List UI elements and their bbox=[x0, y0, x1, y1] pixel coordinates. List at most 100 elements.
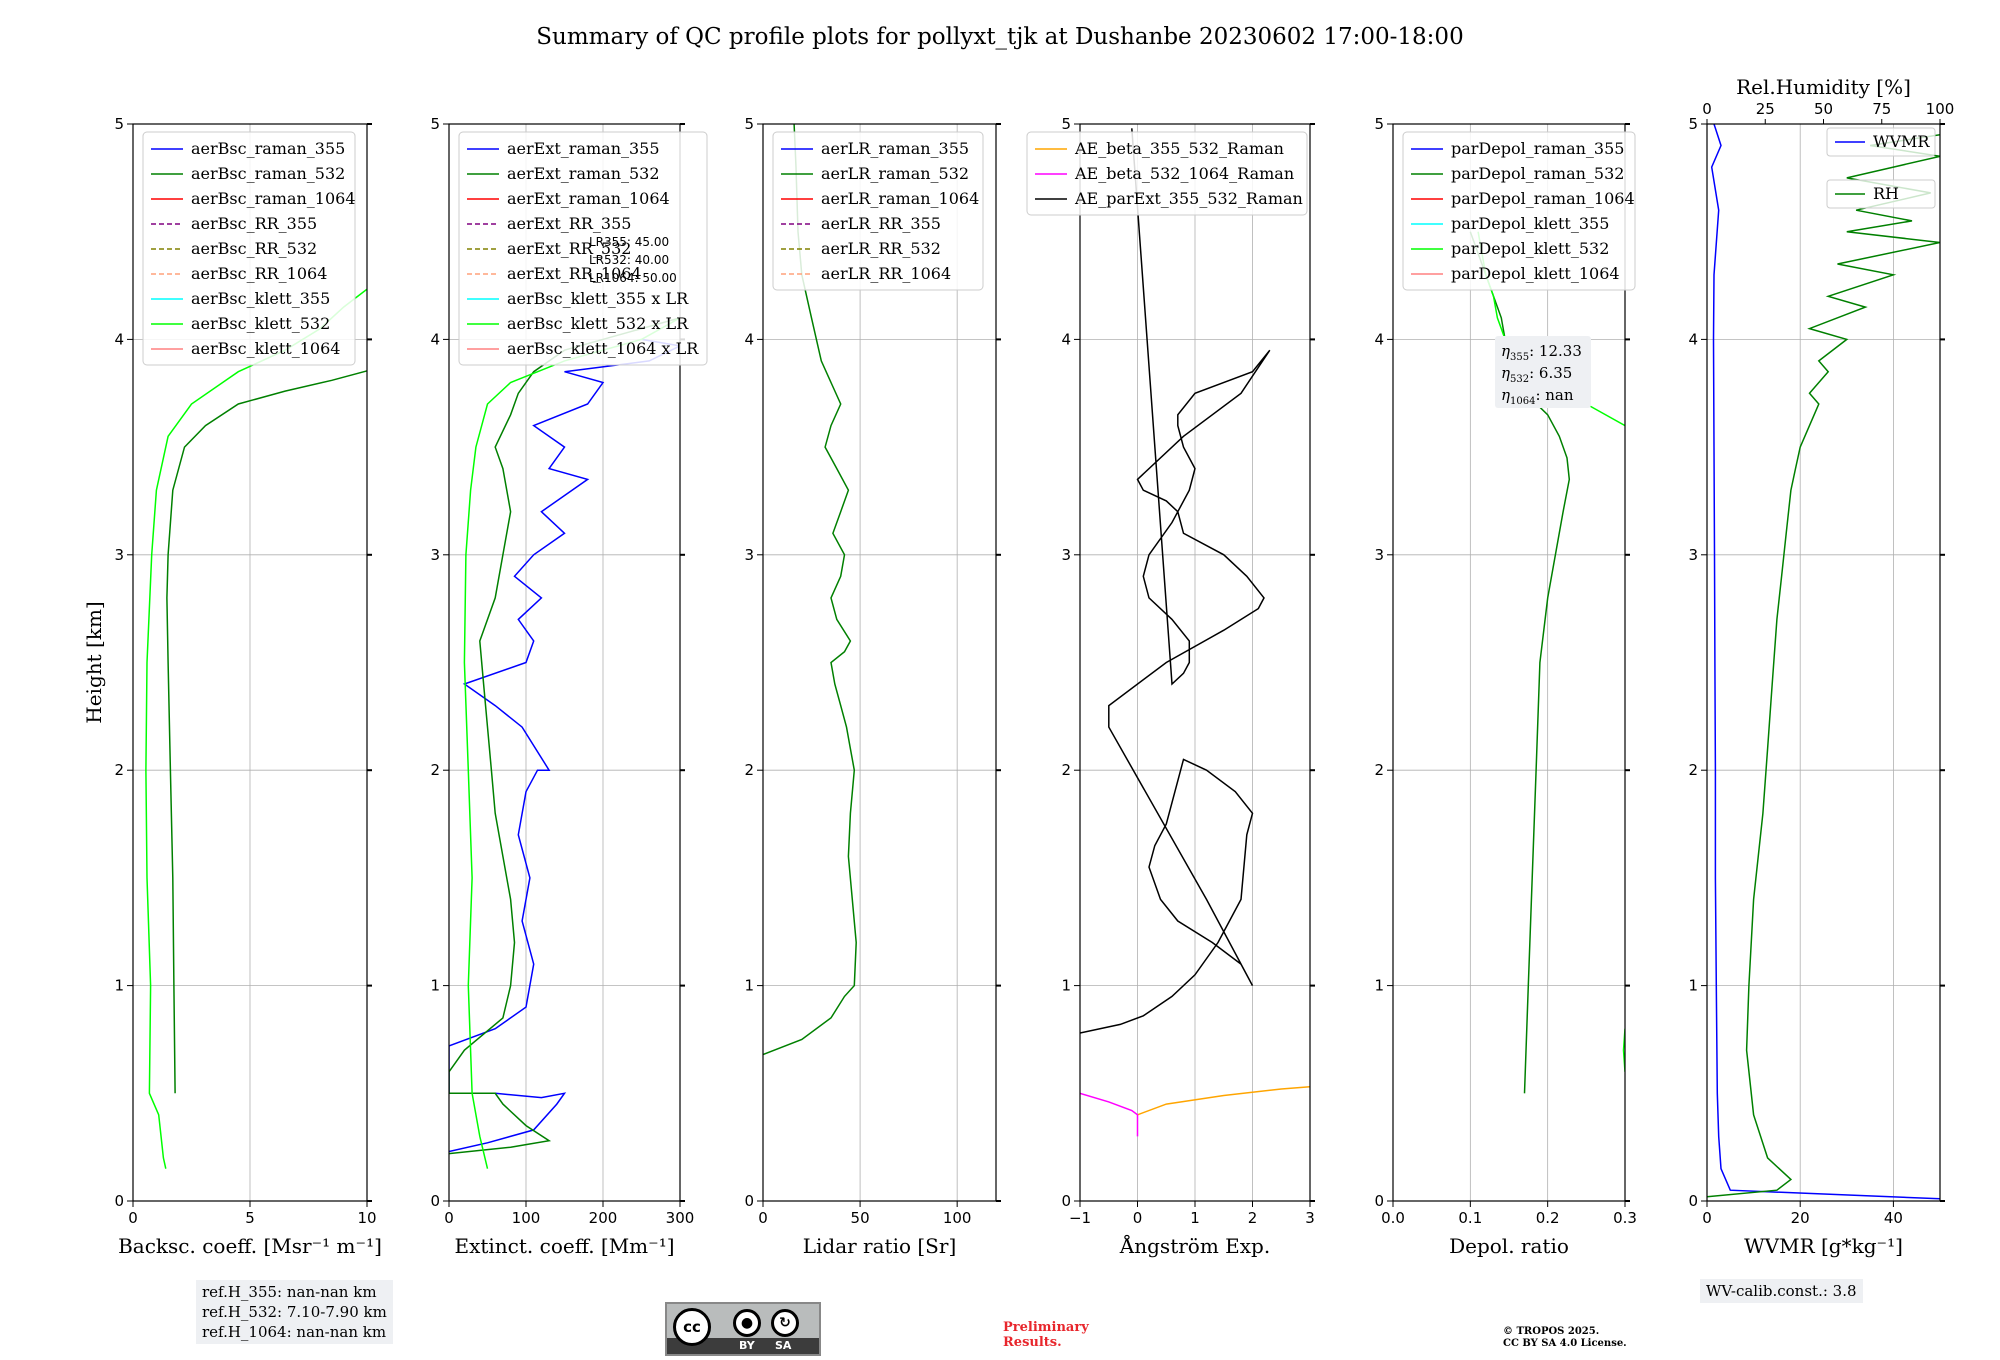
axes-frame bbox=[132, 123, 368, 1202]
x-tick-label: −1 bbox=[1069, 1209, 1091, 1227]
series-AE_beta_532_1064_Raman bbox=[1080, 1092, 1139, 1137]
x-axis-label: WVMR [g*kg⁻¹] bbox=[1744, 1234, 1903, 1258]
y-tick-label: 4 bbox=[1688, 330, 1698, 348]
y-tick-label: 5 bbox=[1688, 115, 1698, 133]
eta-value: : nan bbox=[1535, 386, 1573, 404]
legend-label: aerLR_RR_1064 bbox=[821, 264, 951, 283]
top-tick-label: 25 bbox=[1756, 100, 1775, 118]
series-aerLR_raman_532 bbox=[763, 124, 857, 1056]
x-tick-label: 200 bbox=[589, 1209, 618, 1227]
legend-WVMR: WVMR bbox=[1826, 127, 1936, 157]
legend: aerBsc_raman_355 aerBsc_raman_532 aerBsc_r… bbox=[142, 131, 356, 366]
y-tick-label: 0 bbox=[1688, 1192, 1698, 1210]
series-aerExt_raman_532 bbox=[449, 317, 680, 1155]
preliminary-note: Preliminary Results. bbox=[1003, 1320, 1089, 1350]
legend-label: parDepol_klett_532 bbox=[1451, 239, 1609, 258]
legend-label: aerLR_raman_355 bbox=[821, 139, 969, 158]
x-axis-label: Depol. ratio bbox=[1449, 1234, 1569, 1258]
ref-height-box: ref.H_355: nan-nan km ref.H_532: 7.10-7.… bbox=[196, 1280, 393, 1344]
legend-box bbox=[1026, 131, 1308, 216]
ref-height-1064: ref.H_1064: nan-nan km bbox=[202, 1323, 387, 1341]
legend-box bbox=[1402, 131, 1636, 291]
legend-label: aerBsc_raman_355 bbox=[191, 139, 345, 158]
y-tick-label: 1 bbox=[430, 977, 440, 995]
cc-license-badge: cc ● ↻ BY SA bbox=[665, 1302, 821, 1356]
cc-sa-label: SA bbox=[775, 1339, 792, 1352]
y-tick-label: 1 bbox=[1374, 977, 1384, 995]
y-tick-label: 1 bbox=[744, 977, 754, 995]
wv-calib-box: WV-calib.const.: 3.8 bbox=[1700, 1279, 1863, 1303]
sa-share-icon: ↻ bbox=[771, 1309, 799, 1337]
legend-label: AE_beta_355_532_Raman bbox=[1074, 139, 1284, 158]
lr-annotation: LR1064: 50.00 bbox=[589, 271, 677, 285]
x-tick-label: 0.2 bbox=[1536, 1209, 1560, 1227]
y-tick-label: 1 bbox=[1061, 977, 1071, 995]
eta-line: η355: 12.33 bbox=[1501, 342, 1582, 363]
x-tick-label: 0.0 bbox=[1381, 1209, 1405, 1227]
legend-label: aerExt_raman_532 bbox=[507, 164, 660, 183]
preliminary-line-2: Results. bbox=[1003, 1335, 1062, 1350]
series-aerBsc_raman_532 bbox=[166, 370, 367, 1094]
y-tick-label: 4 bbox=[430, 330, 440, 348]
top-tick-label: 100 bbox=[1926, 100, 1955, 118]
y-tick-label: 1 bbox=[1688, 977, 1698, 995]
panel-wv: 0 20 40 0 1 2 3 4 5 WVMR [g*kg⁻¹] 0 25 50 75 100 Rel.Hu… bbox=[1688, 75, 1954, 1258]
legend-label: aerBsc_RR_1064 bbox=[191, 264, 327, 283]
y-tick-label: 2 bbox=[114, 761, 124, 779]
x-tick-label: 0 bbox=[1702, 1209, 1712, 1227]
x-tick-label: 0 bbox=[1133, 1209, 1143, 1227]
legend-label: aerBsc_RR_355 bbox=[191, 214, 317, 233]
legend-label: parDepol_raman_1064 bbox=[1451, 189, 1635, 208]
y-tick-label: 4 bbox=[744, 330, 754, 348]
y-tick-label: 3 bbox=[114, 546, 124, 564]
series-aerExt_raman_355 bbox=[449, 338, 680, 1153]
y-tick-label: 1 bbox=[114, 977, 124, 995]
y-tick-label: 2 bbox=[1061, 761, 1071, 779]
x-tick-label: 10 bbox=[357, 1209, 376, 1227]
series-AE_parExt_355_532_Raman bbox=[1080, 128, 1271, 1034]
x-tick-label: 3 bbox=[1305, 1209, 1315, 1227]
y-tick-label: 5 bbox=[430, 115, 440, 133]
x-tick-label: 0 bbox=[128, 1209, 138, 1227]
series-group bbox=[1707, 124, 1940, 1200]
axes-frame bbox=[762, 123, 997, 1202]
series-group bbox=[145, 288, 367, 1169]
series-RH bbox=[1707, 134, 1940, 1198]
top-axis-label: Rel.Humidity [%] bbox=[1736, 75, 1911, 99]
legend-label: aerBsc_klett_1064 bbox=[191, 339, 340, 358]
x-tick-label: 1 bbox=[1190, 1209, 1200, 1227]
legend-box bbox=[1826, 127, 1936, 157]
y-tick-label: 5 bbox=[744, 115, 754, 133]
legend-label: parDepol_klett_1064 bbox=[1451, 264, 1620, 283]
legend-label: aerExt_raman_355 bbox=[507, 139, 660, 158]
preliminary-line-1: Preliminary bbox=[1003, 1320, 1089, 1335]
x-tick-label: 0 bbox=[758, 1209, 768, 1227]
legend-label: aerBsc_raman_532 bbox=[191, 164, 345, 183]
legend-label: RH bbox=[1873, 184, 1899, 203]
cc-by-label: BY bbox=[739, 1339, 755, 1352]
x-axis-label: Lidar ratio [Sr] bbox=[803, 1234, 957, 1258]
legend: aerExt_raman_355 aerExt_raman_532 aerExt_r… bbox=[458, 131, 708, 366]
legend-label: WVMR bbox=[1873, 132, 1930, 151]
axes-frame bbox=[1706, 123, 1941, 1202]
x-tick-label: 40 bbox=[1884, 1209, 1903, 1227]
y-tick-label: 2 bbox=[1688, 761, 1698, 779]
eta-subscript: 532 bbox=[1510, 374, 1529, 385]
x-tick-label: 100 bbox=[943, 1209, 972, 1227]
eta-symbol: η bbox=[1501, 364, 1510, 382]
legend-label: parDepol_raman_532 bbox=[1451, 164, 1624, 183]
eta-line: η1064: nan bbox=[1501, 386, 1574, 407]
x-axis-label: Extinct. coeff. [Mm⁻¹] bbox=[454, 1234, 674, 1258]
y-tick-label: 3 bbox=[1688, 546, 1698, 564]
top-tick-label: 50 bbox=[1814, 100, 1833, 118]
axes-frame bbox=[1392, 123, 1626, 1202]
legend-RH: RH bbox=[1826, 179, 1936, 209]
y-tick-label: 4 bbox=[1374, 330, 1384, 348]
eta-value: : 12.33 bbox=[1529, 342, 1582, 360]
y-axis-label: Height [km] bbox=[82, 601, 106, 723]
y-tick-label: 3 bbox=[1374, 546, 1384, 564]
series-aerBsc_klett_532 bbox=[145, 288, 367, 1169]
panel-depol: 0.0 0.1 0.2 0.3 0 1 2 3 4 5 Depol. ratio parDepol_r… bbox=[1374, 115, 1636, 1258]
x-axis-label: Ångström Exp. bbox=[1119, 1233, 1270, 1258]
